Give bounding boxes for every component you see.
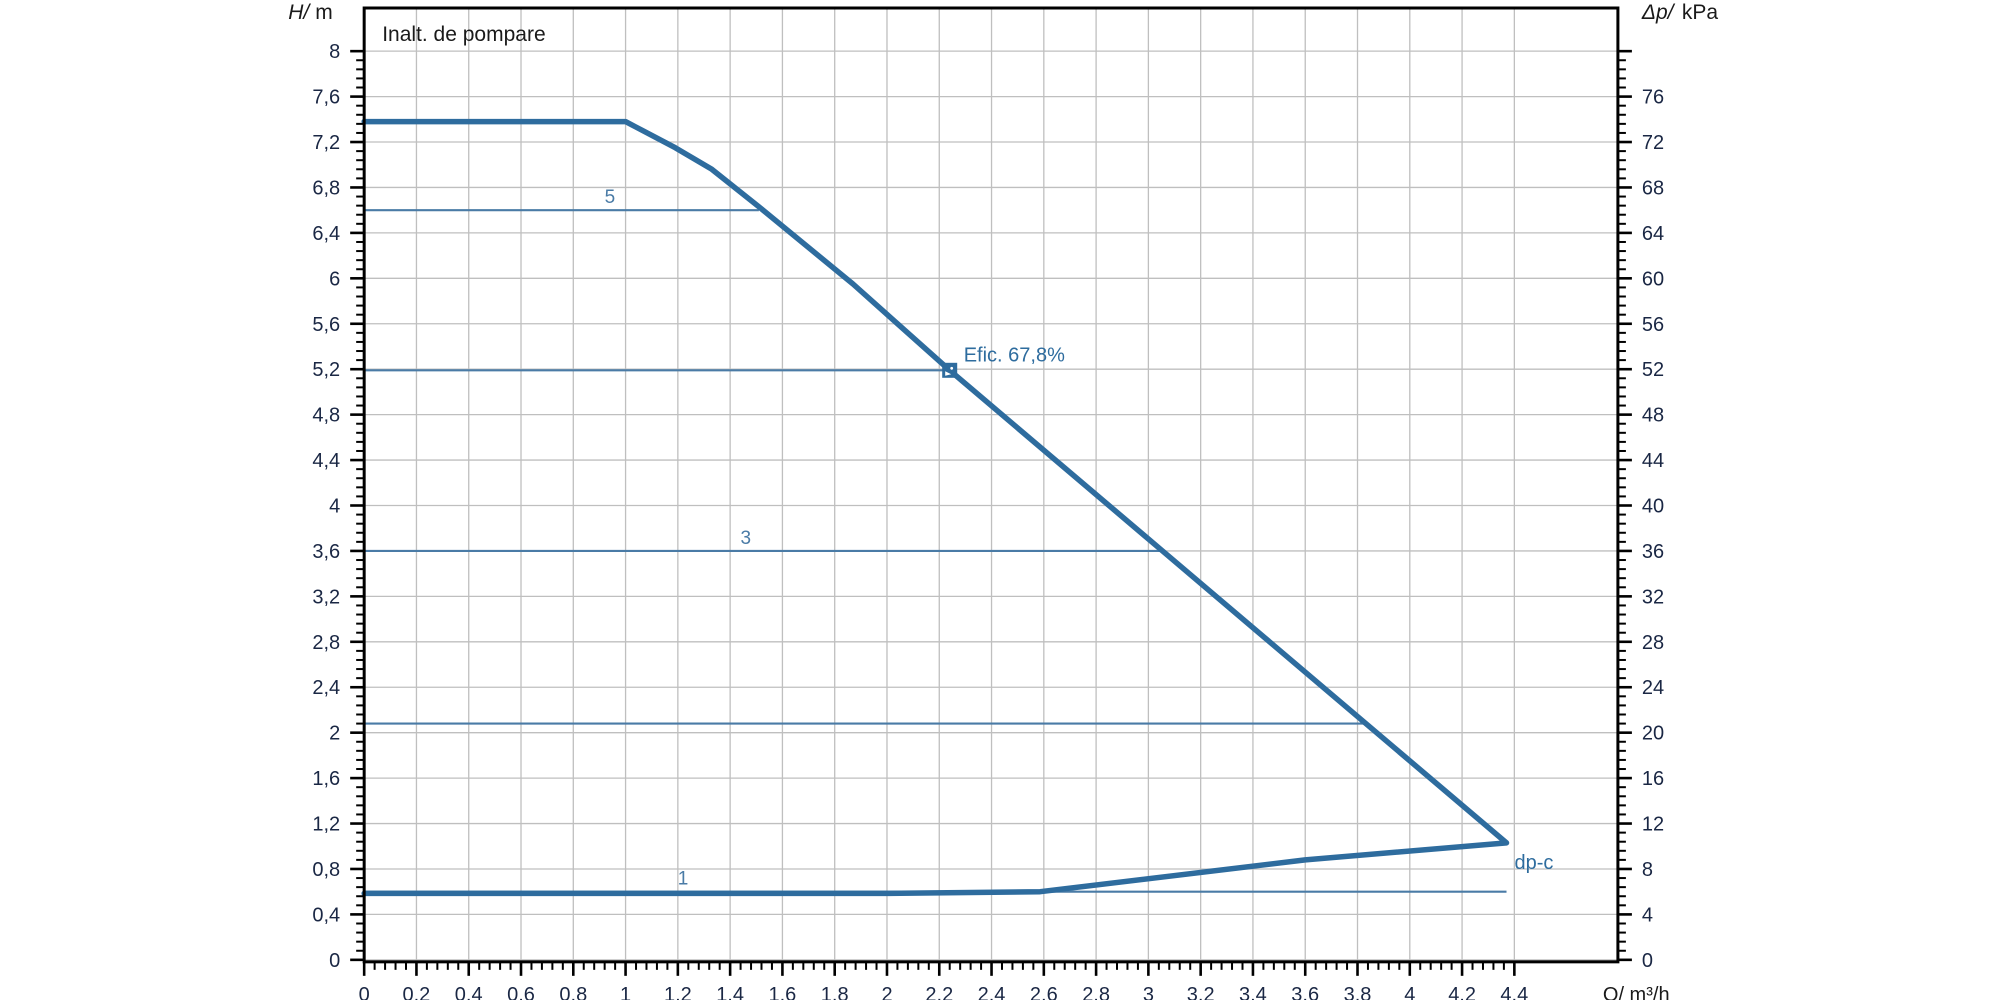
- svg-text:5: 5: [605, 187, 616, 208]
- svg-text:1,8: 1,8: [821, 984, 849, 1000]
- svg-text:0,6: 0,6: [507, 984, 535, 1000]
- svg-text:8: 8: [1642, 859, 1653, 881]
- svg-text:2,8: 2,8: [312, 632, 340, 654]
- svg-text:4,4: 4,4: [312, 450, 340, 472]
- svg-text:36: 36: [1642, 541, 1664, 563]
- svg-text:Efic. 67,8%: Efic. 67,8%: [964, 344, 1065, 366]
- svg-text:60: 60: [1642, 268, 1664, 290]
- svg-text:kPa: kPa: [1682, 1, 1719, 24]
- svg-text:2: 2: [329, 723, 340, 745]
- svg-text:5,2: 5,2: [312, 359, 340, 381]
- svg-text:4,4: 4,4: [1500, 984, 1528, 1000]
- svg-text:7,2: 7,2: [312, 132, 340, 154]
- svg-text:1: 1: [620, 984, 631, 1000]
- svg-text:3: 3: [1143, 984, 1154, 1000]
- svg-text:52: 52: [1642, 359, 1664, 381]
- svg-text:4: 4: [329, 496, 340, 518]
- svg-text:76: 76: [1642, 87, 1664, 109]
- svg-text:3,8: 3,8: [1344, 984, 1372, 1000]
- svg-text:Q/ m³/h: Q/ m³/h: [1603, 984, 1670, 1000]
- svg-text:2,6: 2,6: [1030, 984, 1058, 1000]
- svg-text:2,4: 2,4: [978, 984, 1006, 1000]
- svg-text:20: 20: [1642, 723, 1664, 745]
- svg-text:dp-c: dp-c: [1515, 852, 1554, 874]
- svg-text:44: 44: [1642, 450, 1664, 472]
- svg-text:6,8: 6,8: [312, 178, 340, 200]
- svg-text:1: 1: [678, 869, 689, 890]
- svg-text:68: 68: [1642, 178, 1664, 200]
- svg-text:24: 24: [1642, 677, 1664, 699]
- svg-text:0,8: 0,8: [559, 984, 587, 1000]
- svg-text:3,6: 3,6: [312, 541, 340, 563]
- svg-text:Inalt. de pompare: Inalt. de pompare: [382, 23, 545, 46]
- svg-text:1,6: 1,6: [768, 984, 796, 1000]
- svg-text:4: 4: [1404, 984, 1415, 1000]
- svg-text:4: 4: [1642, 904, 1653, 926]
- svg-text:12: 12: [1642, 814, 1664, 836]
- svg-text:0,4: 0,4: [455, 984, 483, 1000]
- svg-text:0,2: 0,2: [402, 984, 430, 1000]
- svg-text:3,2: 3,2: [1187, 984, 1215, 1000]
- svg-text:H/: H/: [288, 1, 311, 24]
- svg-text:72: 72: [1642, 132, 1664, 154]
- svg-text:1,2: 1,2: [312, 814, 340, 836]
- svg-text:4,8: 4,8: [312, 405, 340, 427]
- svg-text:1,2: 1,2: [664, 984, 692, 1000]
- svg-text:m: m: [315, 1, 333, 24]
- svg-text:0: 0: [1642, 950, 1653, 972]
- svg-text:40: 40: [1642, 496, 1664, 518]
- svg-text:1,4: 1,4: [716, 984, 744, 1000]
- svg-text:3: 3: [741, 528, 752, 549]
- svg-text:0,8: 0,8: [312, 859, 340, 881]
- svg-text:3,6: 3,6: [1291, 984, 1319, 1000]
- svg-text:0: 0: [359, 984, 370, 1000]
- svg-text:48: 48: [1642, 405, 1664, 427]
- svg-text:28: 28: [1642, 632, 1664, 654]
- svg-text:6,4: 6,4: [312, 223, 340, 245]
- svg-text:7,6: 7,6: [312, 87, 340, 109]
- svg-text:32: 32: [1642, 586, 1664, 608]
- svg-text:Δp/: Δp/: [1641, 1, 1676, 24]
- svg-text:2: 2: [881, 984, 892, 1000]
- svg-text:2,8: 2,8: [1082, 984, 1110, 1000]
- svg-text:6: 6: [329, 268, 340, 290]
- svg-text:0,4: 0,4: [312, 904, 340, 926]
- svg-text:2,4: 2,4: [312, 677, 340, 699]
- svg-text:0: 0: [329, 950, 340, 972]
- svg-text:16: 16: [1642, 768, 1664, 790]
- svg-text:56: 56: [1642, 314, 1664, 336]
- svg-text:2,2: 2,2: [925, 984, 953, 1000]
- svg-text:1,6: 1,6: [312, 768, 340, 790]
- svg-text:5,6: 5,6: [312, 314, 340, 336]
- svg-text:3,2: 3,2: [312, 586, 340, 608]
- svg-text:64: 64: [1642, 223, 1664, 245]
- svg-text:4,2: 4,2: [1448, 984, 1476, 1000]
- svg-text:8: 8: [329, 41, 340, 63]
- svg-text:3,4: 3,4: [1239, 984, 1267, 1000]
